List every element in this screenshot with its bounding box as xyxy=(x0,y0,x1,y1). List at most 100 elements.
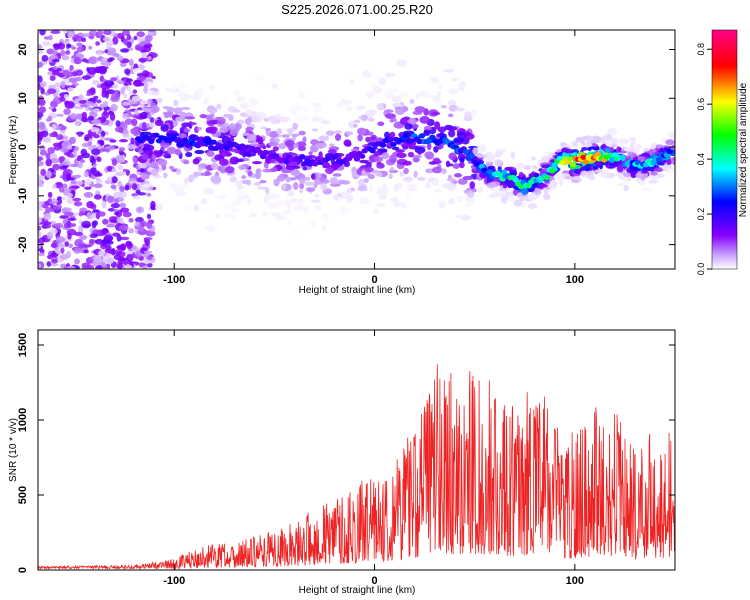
spectrogram-cell xyxy=(264,187,270,194)
spectrogram-cell xyxy=(494,159,503,167)
spectrogram-cell xyxy=(119,139,128,143)
spectrogram-cell xyxy=(98,250,106,257)
spectrogram-cell xyxy=(537,183,548,188)
spectrogram-cell xyxy=(399,171,404,177)
spectrogram-cell xyxy=(426,143,432,151)
spectrogram-cell xyxy=(84,136,90,142)
spectrogram-frame xyxy=(37,29,676,270)
spectrogram-cell xyxy=(86,92,91,97)
spectrogram-ridge-cell xyxy=(580,154,587,160)
spectrogram-ridge-cell xyxy=(567,156,574,162)
spectrogram-cell xyxy=(477,144,487,153)
spectrogram-cell xyxy=(98,211,106,217)
spectrogram-ridge-cell xyxy=(525,183,532,189)
spectrogram-cell xyxy=(141,122,147,131)
spectrogram-cell xyxy=(571,140,579,148)
spectrogram-cell xyxy=(321,226,327,232)
spectrogram-cell xyxy=(615,172,622,177)
spectrogram-cell xyxy=(270,117,278,125)
spectrogram-cell xyxy=(48,106,55,110)
spectrogram-cell xyxy=(166,154,172,159)
spectrogram-cell xyxy=(111,84,119,89)
spectrogram-cell xyxy=(125,240,133,247)
spectrogram-cell xyxy=(96,156,102,162)
spectrogram-cell xyxy=(117,164,123,171)
spectrogram-cell xyxy=(83,191,94,198)
spectrogram-cell xyxy=(100,148,107,152)
spectrogram-cell xyxy=(268,130,279,139)
spectrogram-ridge xyxy=(135,132,673,190)
spectrogram-cell xyxy=(38,106,46,114)
spectrogram-cell xyxy=(456,195,464,203)
spectrogram-cell xyxy=(311,128,318,132)
spectrogram-cell xyxy=(235,123,242,130)
spectrogram-cell xyxy=(290,170,301,176)
spectrogram-cell xyxy=(66,196,75,205)
spectrogram-cell xyxy=(332,173,342,177)
spectrogram-cell xyxy=(508,194,514,202)
spectrogram-cell xyxy=(116,217,124,223)
spectrogram-cell xyxy=(292,204,304,212)
spectrogram-cell xyxy=(365,162,372,169)
spectrogram-cell xyxy=(77,242,85,249)
spectrogram-cell xyxy=(667,168,675,173)
spectrogram-cell xyxy=(100,262,107,267)
spectrogram-cell xyxy=(63,108,71,115)
spectrogram-cell xyxy=(367,109,377,115)
spectrogram-cell xyxy=(248,98,259,106)
spectrogram-cell xyxy=(447,88,459,95)
spectrogram-cell xyxy=(132,129,140,137)
spectrogram-cell xyxy=(271,83,278,90)
spectrogram-cell xyxy=(367,117,375,122)
spectrogram-cell xyxy=(433,146,439,153)
spectrogram-cell xyxy=(270,193,281,199)
spectrogram-cell xyxy=(134,82,145,87)
spectrogram-cell xyxy=(666,158,672,165)
spectrogram-cell xyxy=(104,253,112,258)
spectrogram-cell xyxy=(97,30,104,37)
spectrogram-ridge-cell xyxy=(666,148,673,155)
spectrogram-cell xyxy=(485,161,494,167)
spectrogram-ridge-cell xyxy=(345,156,353,162)
spectrogram-cell xyxy=(653,167,664,173)
spectrogram-cell xyxy=(122,93,128,99)
spectrogram-cell xyxy=(228,123,236,130)
spectrogram-cell xyxy=(74,113,85,119)
spectrogram-cell xyxy=(79,235,88,240)
snr-ytick-label: 0 xyxy=(17,567,29,573)
spectrogram-cell xyxy=(93,134,100,139)
spectrogram-cell xyxy=(432,95,442,103)
figure-title: S225.2026.071.00.25.R20 xyxy=(281,2,433,17)
spectrogram-cell xyxy=(501,190,507,197)
spectrogram-cell xyxy=(359,159,369,164)
spectrogram-ridge-cell xyxy=(332,153,340,159)
spectrogram-cell xyxy=(59,243,66,249)
spectrogram-cell xyxy=(469,181,476,190)
spectrogram-cell xyxy=(39,81,47,88)
spectrogram-cell xyxy=(376,162,385,169)
spectrogram-ridge-cell xyxy=(260,153,267,160)
spectrogram-cell xyxy=(282,199,293,206)
spectrogram-cell xyxy=(318,135,330,142)
spectrogram-cell xyxy=(56,134,64,141)
spectrogram-cell xyxy=(491,186,501,194)
spectrogram-cell xyxy=(607,128,618,136)
spectrogram-cell xyxy=(50,50,58,55)
spectrogram-cell xyxy=(325,167,334,175)
spectrogram-cell xyxy=(404,123,413,130)
spectrogram-cell xyxy=(446,126,458,131)
spectrogram-cell xyxy=(315,142,326,149)
spectrogram-cell xyxy=(299,188,304,194)
spectrogram-cell xyxy=(584,163,591,172)
spectrogram-cell xyxy=(61,141,69,149)
spectrogram-cell xyxy=(61,55,70,61)
spectrogram-cell xyxy=(375,137,383,142)
spectrogram-cell xyxy=(124,118,134,125)
spectrogram-cell xyxy=(63,151,72,156)
spectrogram-cell xyxy=(73,247,82,254)
spectrogram-cell xyxy=(139,220,147,228)
spectrogram-cell xyxy=(633,143,639,150)
spectrogram-cell xyxy=(146,113,152,119)
spectrogram-cell xyxy=(454,173,462,178)
